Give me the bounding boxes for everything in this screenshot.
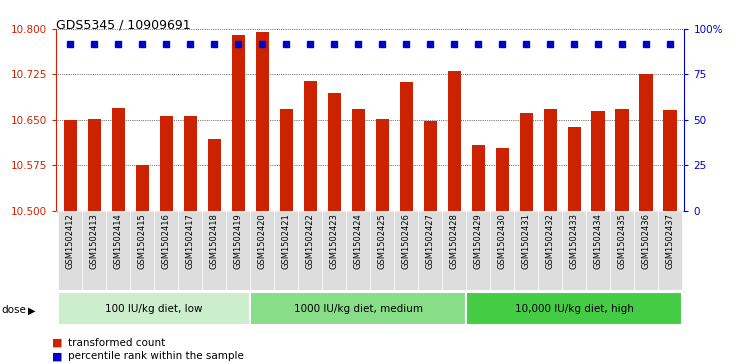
- Bar: [496, 148, 509, 211]
- Bar: [274, 211, 298, 290]
- Text: GSM1502415: GSM1502415: [138, 213, 147, 269]
- Bar: [304, 81, 317, 211]
- Bar: [514, 211, 538, 290]
- Bar: [423, 121, 437, 211]
- Bar: [208, 139, 221, 211]
- Text: GSM1502424: GSM1502424: [353, 213, 362, 269]
- Text: GSM1502430: GSM1502430: [498, 213, 507, 269]
- Bar: [586, 211, 610, 290]
- Bar: [394, 211, 418, 290]
- Bar: [418, 211, 442, 290]
- Text: 10,000 IU/kg diet, high: 10,000 IU/kg diet, high: [515, 303, 634, 314]
- Text: GSM1502422: GSM1502422: [306, 213, 315, 269]
- Bar: [298, 211, 322, 290]
- Bar: [538, 211, 562, 290]
- Bar: [231, 35, 245, 211]
- Text: 1000 IU/kg diet, medium: 1000 IU/kg diet, medium: [294, 303, 423, 314]
- Text: GSM1502425: GSM1502425: [378, 213, 387, 269]
- Text: dose: dose: [1, 305, 26, 315]
- Text: GSM1502423: GSM1502423: [330, 213, 339, 269]
- Text: GSM1502431: GSM1502431: [522, 213, 530, 269]
- Text: GSM1502433: GSM1502433: [570, 213, 579, 269]
- Text: GDS5345 / 10909691: GDS5345 / 10909691: [56, 18, 190, 31]
- Text: GSM1502417: GSM1502417: [186, 213, 195, 269]
- Bar: [184, 116, 196, 211]
- Bar: [640, 74, 652, 211]
- Bar: [371, 211, 394, 290]
- Bar: [544, 109, 557, 211]
- Bar: [466, 211, 490, 290]
- Bar: [610, 211, 634, 290]
- Bar: [112, 108, 125, 211]
- Text: GSM1502428: GSM1502428: [449, 213, 458, 269]
- Bar: [615, 109, 629, 211]
- Text: ▶: ▶: [28, 305, 36, 315]
- Bar: [448, 72, 461, 211]
- Bar: [568, 127, 581, 211]
- Text: GSM1502420: GSM1502420: [257, 213, 266, 269]
- Bar: [472, 145, 485, 211]
- Bar: [202, 211, 226, 290]
- Bar: [58, 211, 82, 290]
- Bar: [154, 211, 178, 290]
- Text: GSM1502432: GSM1502432: [545, 213, 554, 269]
- Bar: [58, 292, 250, 325]
- Bar: [400, 82, 413, 211]
- Text: 100 IU/kg diet, low: 100 IU/kg diet, low: [106, 303, 203, 314]
- Text: GSM1502436: GSM1502436: [641, 213, 650, 269]
- Text: GSM1502414: GSM1502414: [114, 213, 123, 269]
- Bar: [346, 211, 371, 290]
- Bar: [226, 211, 250, 290]
- Bar: [135, 165, 149, 211]
- Bar: [519, 113, 533, 211]
- Text: GSM1502421: GSM1502421: [282, 213, 291, 269]
- Bar: [327, 93, 341, 211]
- Text: ■: ■: [52, 338, 62, 348]
- Text: GSM1502419: GSM1502419: [234, 213, 243, 269]
- Text: GSM1502416: GSM1502416: [161, 213, 170, 269]
- Bar: [82, 211, 106, 290]
- Text: GSM1502418: GSM1502418: [210, 213, 219, 269]
- Bar: [322, 211, 346, 290]
- Text: ■: ■: [52, 351, 62, 362]
- Text: transformed count: transformed count: [68, 338, 166, 348]
- Bar: [658, 211, 682, 290]
- Text: GSM1502427: GSM1502427: [426, 213, 434, 269]
- Bar: [352, 109, 365, 211]
- Text: percentile rank within the sample: percentile rank within the sample: [68, 351, 244, 362]
- Bar: [490, 211, 514, 290]
- Text: GSM1502435: GSM1502435: [618, 213, 626, 269]
- Text: GSM1502437: GSM1502437: [666, 213, 675, 269]
- Bar: [63, 120, 77, 211]
- Bar: [130, 211, 154, 290]
- Bar: [591, 111, 605, 211]
- Bar: [562, 211, 586, 290]
- Text: GSM1502412: GSM1502412: [65, 213, 74, 269]
- Bar: [159, 116, 173, 211]
- Bar: [442, 211, 466, 290]
- Bar: [178, 211, 202, 290]
- Bar: [664, 110, 677, 211]
- Text: GSM1502434: GSM1502434: [594, 213, 603, 269]
- Bar: [88, 119, 100, 211]
- Bar: [466, 292, 682, 325]
- Bar: [280, 109, 292, 211]
- Bar: [255, 32, 269, 211]
- Bar: [634, 211, 658, 290]
- Bar: [250, 211, 274, 290]
- Bar: [376, 119, 388, 211]
- Bar: [106, 211, 130, 290]
- Text: GSM1502429: GSM1502429: [474, 213, 483, 269]
- Text: GSM1502426: GSM1502426: [402, 213, 411, 269]
- Text: GSM1502413: GSM1502413: [90, 213, 99, 269]
- Bar: [250, 292, 466, 325]
